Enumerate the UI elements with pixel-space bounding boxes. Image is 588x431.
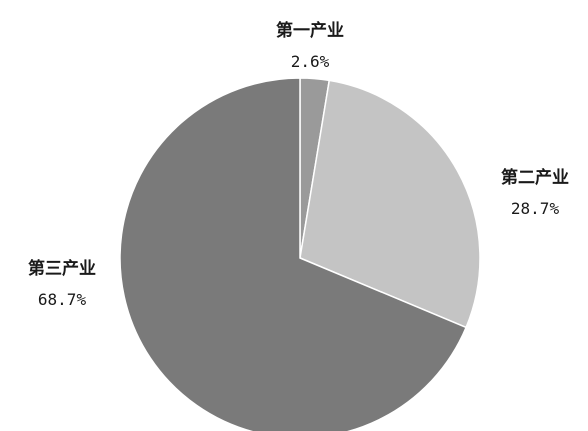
slice-tertiary [119,77,468,431]
slice-label-tertiary: 第三产业 [28,258,96,279]
pie-slices [119,77,481,431]
slice-value-secondary: 28.7% [511,199,560,218]
slice-secondary [299,79,481,329]
slice-label-secondary: 第二产业 [501,167,569,188]
slice-label-primary: 第一产业 [276,20,344,41]
slice-value-tertiary: 68.7% [38,290,87,309]
slice-value-primary: 2.6% [291,52,330,71]
